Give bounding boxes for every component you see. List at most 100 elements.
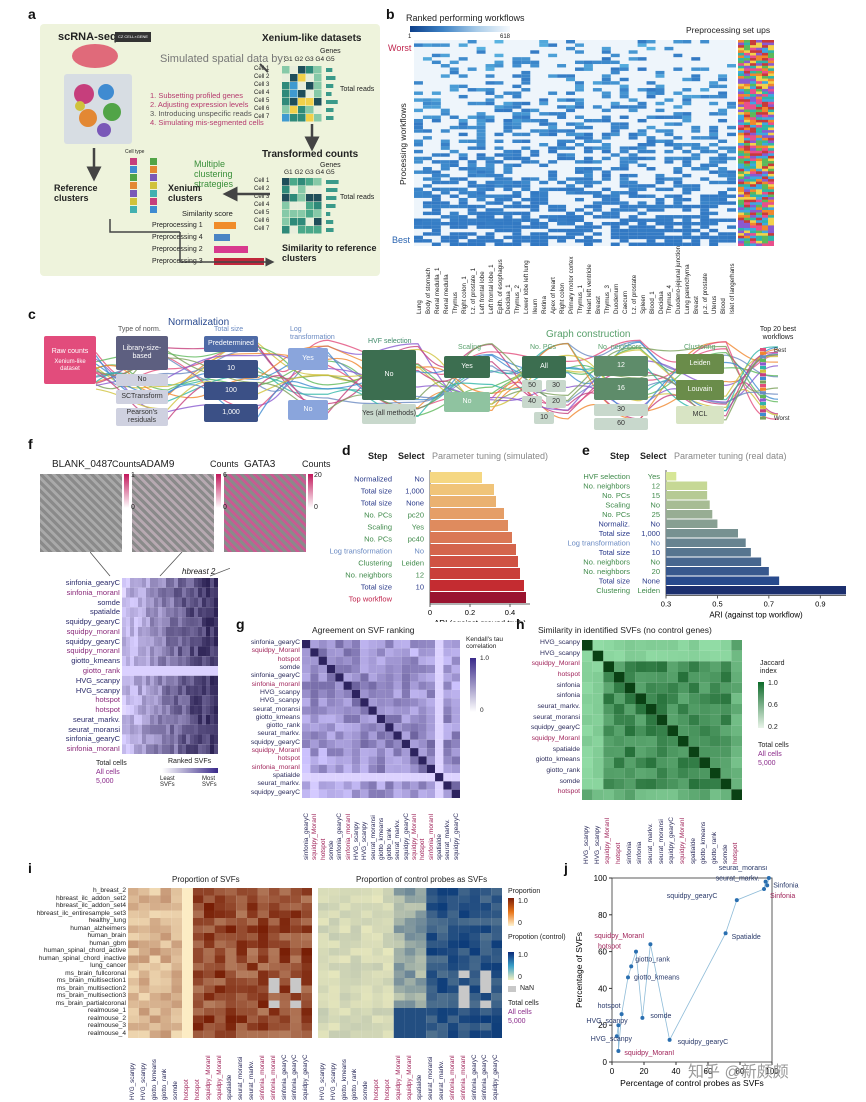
i-prop-cell xyxy=(149,963,161,971)
setup-cell xyxy=(750,109,756,113)
scatter-point-label: hotspot xyxy=(598,944,621,951)
heatmap-cell xyxy=(566,40,575,44)
heatmap-cell xyxy=(619,228,629,233)
x-axis-label: Percentage of control probes as SVFs xyxy=(620,1078,764,1088)
i-prop-cell xyxy=(225,955,237,963)
setup-cell xyxy=(738,52,744,56)
c-total-size-title: Total size xyxy=(214,326,244,333)
heatmap-cell xyxy=(521,204,531,209)
setup-cell xyxy=(768,220,774,224)
f-heat-cell xyxy=(158,724,162,735)
setup-cell xyxy=(768,155,774,159)
i-prop-cell xyxy=(279,985,291,993)
heatmap-cell xyxy=(664,204,674,209)
cell-label: Cell 6 xyxy=(254,218,270,224)
heatmap-cell xyxy=(575,122,584,126)
setup-cell xyxy=(762,233,768,236)
setup-cell xyxy=(738,161,744,164)
heatmap-cell xyxy=(539,129,549,133)
g-heat-cell xyxy=(393,648,402,657)
g-heat-cell xyxy=(443,673,452,682)
g-heat-cell xyxy=(410,648,419,657)
h-heat-cell xyxy=(582,757,593,768)
heatmap-cell xyxy=(682,98,692,102)
setup-cell xyxy=(744,40,750,43)
setup-cell xyxy=(750,94,756,97)
heatmap-cell xyxy=(422,239,432,243)
setup-cell xyxy=(768,42,774,46)
heatmap-cell xyxy=(476,225,486,229)
tissue-label: Thymus_4 xyxy=(666,285,674,314)
heatmap-cell xyxy=(583,191,593,195)
f-heat-cell xyxy=(162,724,166,735)
heatmap-cell xyxy=(727,149,736,154)
heatmap-cell xyxy=(583,60,593,65)
heatmap-cell xyxy=(655,139,665,143)
heatmap-cell xyxy=(512,122,522,126)
i-prop-cell xyxy=(214,1015,226,1023)
setup-cell xyxy=(756,150,762,154)
method-label: sinfonia_moranI xyxy=(251,763,300,771)
scatter-point-label: giotto_kmeans xyxy=(634,974,680,981)
matrix-cell xyxy=(290,210,298,218)
heatmap-cell xyxy=(414,218,423,222)
h-heat-cell xyxy=(592,768,604,779)
f-heat-cell xyxy=(150,685,154,696)
g-heat-cell xyxy=(302,706,311,715)
i-ctrl-cell xyxy=(339,985,351,993)
g-heat-cell xyxy=(385,773,394,782)
g-heat-cell xyxy=(426,681,436,690)
i-prop-cell xyxy=(247,940,258,948)
similarity-bar xyxy=(214,246,248,253)
g-heat-cell xyxy=(318,714,327,724)
tissue-label: t.z. of prostate_1 xyxy=(469,267,477,314)
heatmap-cell xyxy=(521,225,531,229)
f-heat-cell xyxy=(138,597,142,608)
heatmap-cell xyxy=(700,88,710,92)
heatmap-cell xyxy=(566,156,575,161)
heatmap-cell xyxy=(575,88,584,92)
heatmap-cell xyxy=(628,208,638,212)
dataset-label: healthy_lung xyxy=(88,917,126,924)
setup-cell xyxy=(744,150,750,154)
heatmap-cell xyxy=(637,225,647,229)
heatmap-cell xyxy=(682,242,692,246)
g-heat-cell xyxy=(418,723,427,732)
i-ctrl-cell xyxy=(361,933,373,941)
workflow-swatch xyxy=(760,398,766,402)
f-heat-cell xyxy=(198,734,202,745)
h-heat-cell xyxy=(710,789,721,800)
heatmap-cell xyxy=(664,132,674,137)
x-method-label: HVG_scanpy xyxy=(361,821,369,860)
heatmap-cell xyxy=(583,156,593,161)
tissue-label: Islet of langerhans xyxy=(729,263,737,314)
i-prop-cell xyxy=(160,940,172,948)
setup-cell xyxy=(756,40,762,43)
g-heat-cell xyxy=(318,739,327,749)
heatmap-cell xyxy=(414,235,423,240)
heatmap-cell xyxy=(601,132,611,137)
i-prop-cell xyxy=(138,933,150,941)
heatmap-cell xyxy=(691,143,701,147)
heatmap-cell xyxy=(673,221,683,226)
f-heat-cell xyxy=(158,685,162,696)
g-heat-cell xyxy=(326,664,336,674)
g-heat-cell xyxy=(426,689,436,699)
i-ctrl-cell xyxy=(372,1023,383,1031)
heatmap-cell xyxy=(494,194,504,198)
heatmap-cell xyxy=(521,74,531,78)
heatmap-cell xyxy=(628,235,638,240)
f-heat-cell xyxy=(198,724,202,735)
h-heat-cell xyxy=(614,789,625,800)
bar xyxy=(430,568,520,579)
heatmap-cell xyxy=(655,101,665,106)
h-heat-cell xyxy=(678,640,689,651)
setup-cell xyxy=(762,158,768,162)
g-heat-cell xyxy=(318,723,327,732)
setup-cell xyxy=(744,155,750,159)
setup-cell xyxy=(738,137,744,141)
setup-cell xyxy=(744,227,750,231)
heatmap-cell xyxy=(512,211,522,216)
c-pcs-20: 20 xyxy=(546,396,566,408)
f-heat-cell xyxy=(214,646,218,657)
